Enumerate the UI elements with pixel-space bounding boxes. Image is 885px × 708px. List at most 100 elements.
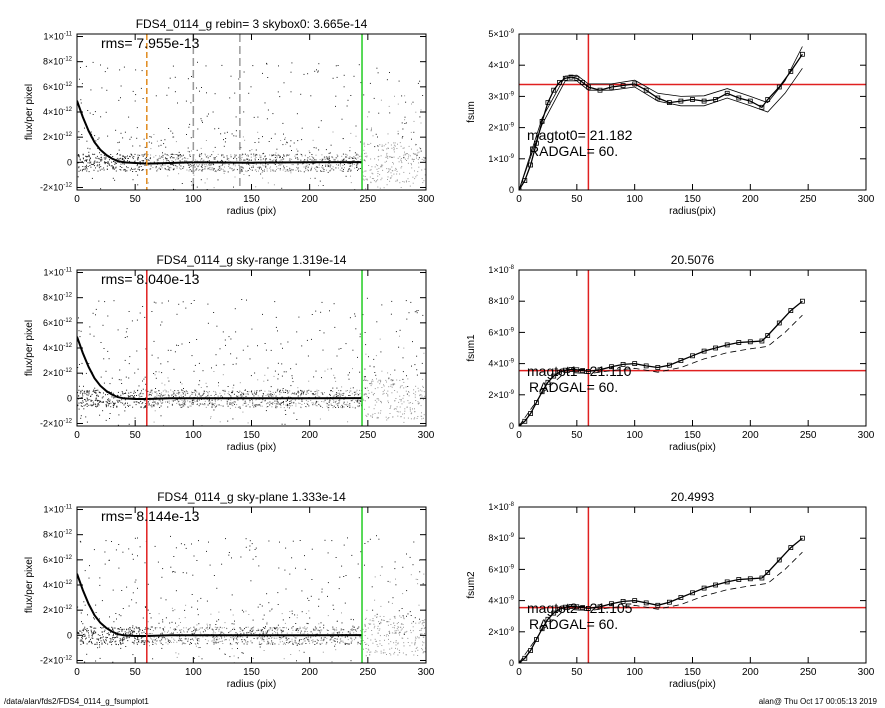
- scatter-point: [157, 403, 159, 405]
- scatter-point: [334, 630, 336, 632]
- y-tick-label: 2×10-9: [488, 390, 514, 400]
- scatter-point: [191, 402, 193, 404]
- scatter-point: [280, 405, 282, 406]
- scatter-point: [101, 159, 103, 161]
- scatter-point: [162, 152, 163, 154]
- scatter-point: [378, 399, 380, 401]
- scatter-point: [352, 400, 353, 402]
- scatter-point: [350, 182, 352, 184]
- scatter-point: [159, 407, 161, 408]
- scatter-point: [142, 617, 144, 619]
- scatter-point: [365, 223, 366, 224]
- scatter-point: [344, 642, 346, 644]
- scatter-point: [315, 428, 316, 429]
- scatter-point: [402, 652, 404, 654]
- scatter-point: [263, 165, 265, 167]
- scatter-point: [314, 640, 316, 642]
- scatter-point: [252, 399, 253, 401]
- scatter-point: [371, 416, 373, 418]
- scatter-point: [134, 640, 136, 642]
- scatter-point: [209, 625, 211, 627]
- scatter-point: [424, 159, 426, 161]
- scatter-point: [107, 394, 109, 395]
- scatter-point: [100, 157, 102, 158]
- scatter-point: [252, 166, 254, 168]
- scatter-point: [197, 640, 199, 642]
- scatter-point: [175, 399, 177, 400]
- scatter-point: [199, 156, 201, 158]
- scatter-point: [397, 103, 399, 105]
- scatter-point: [205, 406, 207, 408]
- scatter-point: [248, 92, 250, 94]
- scatter-point: [415, 176, 417, 178]
- scatter-point: [217, 399, 219, 401]
- scatter-point: [213, 631, 215, 633]
- scatter-point: [228, 399, 230, 401]
- scatter-point: [401, 674, 402, 675]
- scatter-point: [158, 145, 160, 147]
- scatter-point: [207, 393, 209, 395]
- x-tick-label: 50: [571, 430, 583, 441]
- scatter-point: [369, 619, 371, 621]
- scatter-point: [336, 387, 338, 389]
- scatter-point: [329, 394, 331, 396]
- scatter-point: [155, 396, 156, 398]
- scatter-point: [217, 626, 219, 628]
- scatter-point: [403, 421, 405, 423]
- scatter-point: [219, 348, 221, 350]
- scatter-point: [316, 69, 317, 71]
- series-marker: [655, 365, 661, 370]
- scatter-point: [101, 168, 103, 170]
- scatter-point: [136, 319, 138, 321]
- scatter-point: [270, 170, 272, 172]
- scatter-point: [315, 169, 317, 171]
- scatter-point: [415, 153, 417, 155]
- scatter-point: [256, 390, 258, 392]
- scatter-point: [233, 655, 235, 657]
- scatter-point: [145, 627, 147, 629]
- scatter-point: [296, 331, 298, 333]
- scatter-point: [175, 154, 177, 155]
- scatter-point: [215, 639, 217, 641]
- scatter-point: [191, 606, 193, 608]
- scatter-point: [94, 643, 96, 645]
- scatter-point: [282, 158, 283, 160]
- scatter-point: [399, 615, 401, 617]
- scatter-point: [115, 634, 117, 635]
- series-marker: [545, 379, 551, 385]
- scatter-point: [304, 555, 305, 557]
- scatter-point: [243, 111, 245, 113]
- scatter-point: [281, 637, 282, 639]
- scatter-point: [323, 624, 325, 626]
- scatter-point: [289, 617, 291, 619]
- scatter-point: [194, 643, 196, 645]
- scatter-point: [381, 619, 383, 620]
- scatter-point: [259, 646, 261, 648]
- scatter-point: [389, 581, 391, 583]
- scatter-point: [216, 169, 218, 171]
- scatter-point: [144, 405, 146, 407]
- scatter-point: [129, 169, 131, 171]
- scatter-point: [333, 158, 335, 160]
- scatter-point: [185, 627, 187, 629]
- scatter-point: [108, 163, 110, 165]
- scatter-point: [379, 338, 381, 340]
- scatter-point: [164, 139, 166, 141]
- scatter-point: [192, 393, 194, 395]
- scatter-point: [143, 138, 145, 140]
- scatter-point: [94, 391, 96, 393]
- scatter-point: [279, 155, 281, 157]
- scatter-point: [260, 405, 262, 407]
- scatter-point: [181, 389, 182, 391]
- scatter-point: [371, 620, 373, 622]
- scatter-point: [350, 162, 352, 164]
- scatter-point: [258, 168, 260, 170]
- scatter-point: [370, 415, 372, 417]
- y-tick-label: 1×10-11: [43, 268, 72, 278]
- scatter-point: [107, 135, 109, 137]
- scatter-point: [223, 170, 225, 172]
- scatter-point: [241, 168, 243, 170]
- scatter-point: [94, 403, 96, 405]
- scatter-point: [238, 156, 240, 158]
- scatter-point: [365, 170, 367, 172]
